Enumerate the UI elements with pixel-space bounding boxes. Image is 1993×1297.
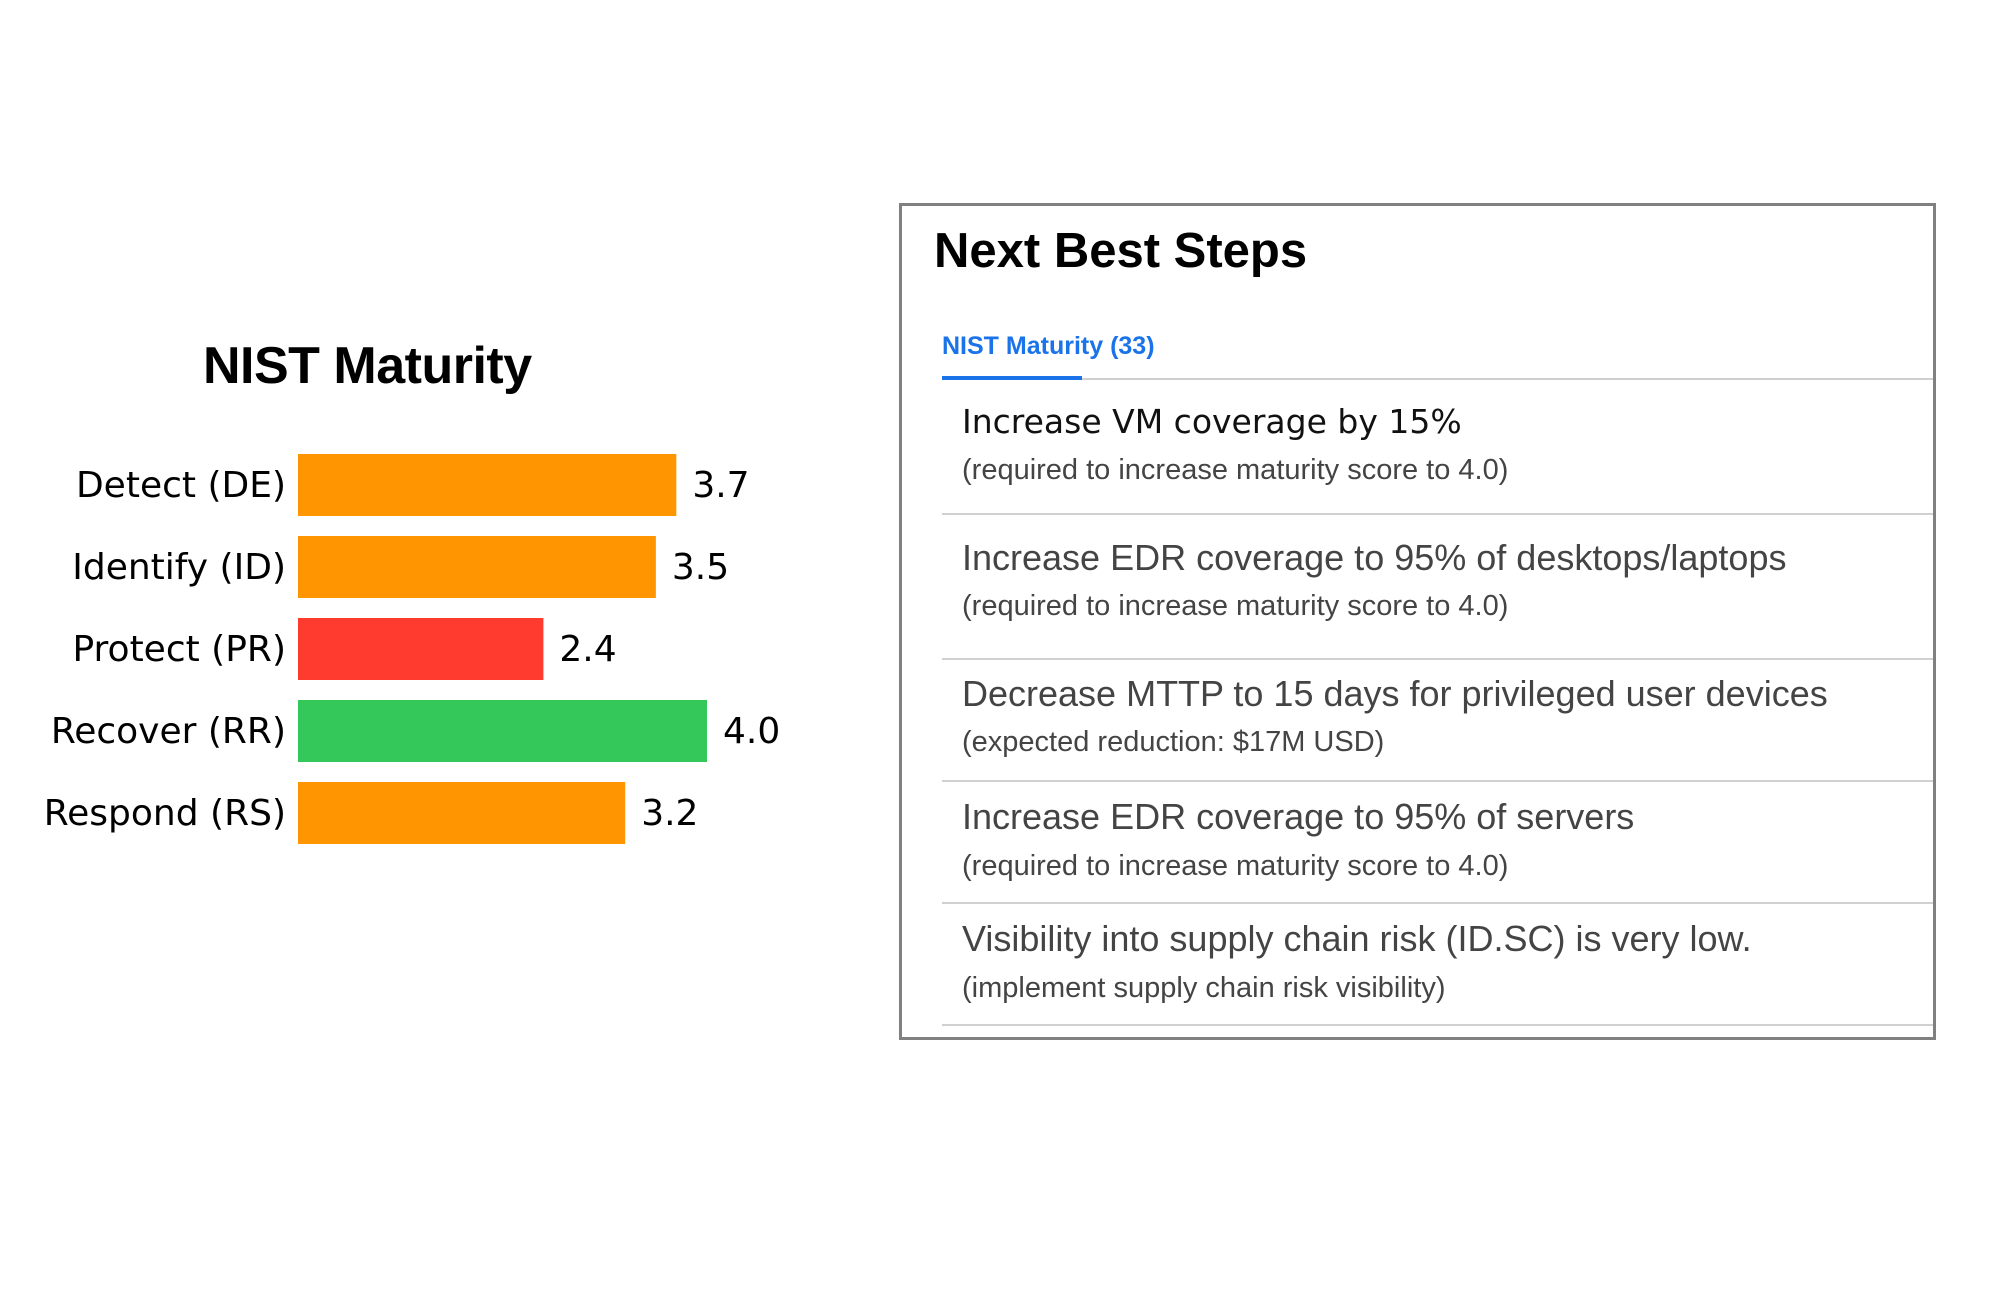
step-note: (required to increase maturity score to … <box>962 590 1509 622</box>
step-note: (implement supply chain risk visibility) <box>962 972 1446 1004</box>
bar <box>298 618 544 680</box>
category-label: Identify (ID) <box>72 547 286 588</box>
list-item[interactable]: Visibility into supply chain risk (ID.SC… <box>942 904 1933 1026</box>
list-item[interactable]: Decrease MTTP to 15 days for privileged … <box>942 660 1933 782</box>
category-label: Detect (DE) <box>76 465 286 506</box>
list-item[interactable]: Increase VM coverage by 15% (required to… <box>942 378 1933 515</box>
bar <box>298 454 677 516</box>
step-title: Increase EDR coverage to 95% of servers <box>962 796 1635 837</box>
category-label: Protect (PR) <box>72 629 286 670</box>
active-tab-indicator <box>942 376 1082 380</box>
category-label: Respond (RS) <box>44 793 286 834</box>
step-note: (required to increase maturity score to … <box>962 850 1509 882</box>
step-note: (expected reduction: $17M USD) <box>962 726 1385 758</box>
list-item[interactable]: Increase EDR coverage to 95% of desktops… <box>942 515 1933 660</box>
list-item[interactable]: Increase EDR coverage to 95% of servers … <box>942 782 1933 904</box>
bar <box>298 536 656 598</box>
nist-maturity-bar-chart: Detect (DE) 3.7 Identify (ID) 3.5 Protect (P… <box>44 454 780 844</box>
chart-title: NIST Maturity <box>203 337 532 395</box>
step-title: Increase EDR coverage to 95% of desktops… <box>962 537 1787 578</box>
bar <box>298 700 707 762</box>
step-title: Increase VM coverage by 15% <box>962 402 1462 441</box>
value-label: 2.4 <box>559 629 616 670</box>
step-note: (required to increase maturity score to … <box>962 454 1509 486</box>
value-label: 3.2 <box>641 793 698 834</box>
value-label: 4.0 <box>723 711 780 752</box>
step-title: Decrease MTTP to 15 days for privileged … <box>962 673 1828 714</box>
value-label: 3.7 <box>692 465 749 506</box>
tab-bar: NIST Maturity (33) <box>942 318 1933 380</box>
category-label: Recover (RR) <box>51 711 286 752</box>
steps-list: Increase VM coverage by 15% (required to… <box>942 378 1933 1026</box>
tab-nist-maturity[interactable]: NIST Maturity (33) <box>942 332 1155 360</box>
bar <box>298 782 626 844</box>
next-best-steps-panel: Next Best Steps NIST Maturity (33) Incre… <box>899 203 1936 1040</box>
value-label: 3.5 <box>672 547 729 588</box>
panel-title: Next Best Steps <box>934 224 1308 278</box>
step-title: Visibility into supply chain risk (ID.SC… <box>962 918 1752 959</box>
